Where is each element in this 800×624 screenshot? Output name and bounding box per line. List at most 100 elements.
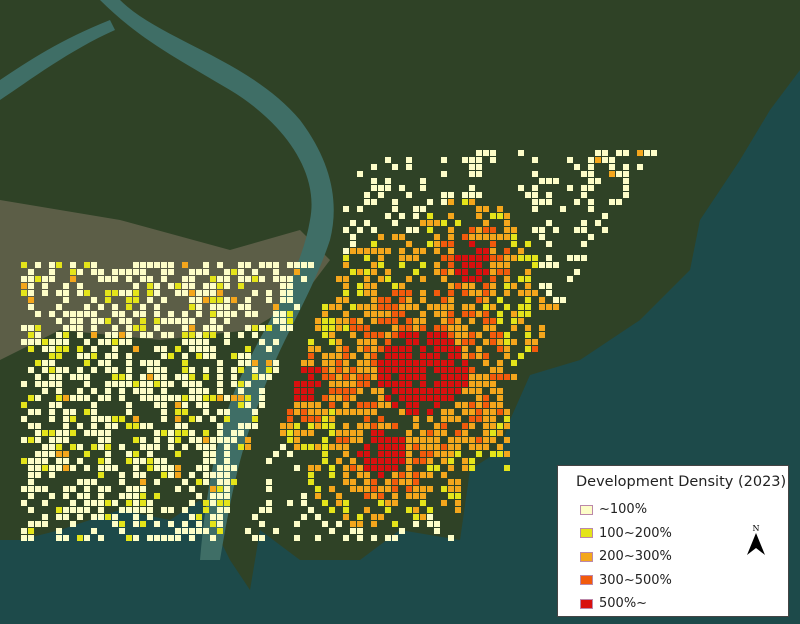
density-cell bbox=[238, 262, 244, 268]
density-cell bbox=[126, 451, 132, 457]
density-cell bbox=[434, 353, 440, 359]
density-cell bbox=[77, 493, 83, 499]
density-cell bbox=[308, 339, 314, 345]
density-cell bbox=[406, 458, 412, 464]
density-cell bbox=[378, 248, 384, 254]
density-cell bbox=[217, 430, 223, 436]
density-cell bbox=[455, 444, 461, 450]
density-cell bbox=[420, 178, 426, 184]
density-cell bbox=[252, 416, 258, 422]
density-cell bbox=[238, 444, 244, 450]
density-cell bbox=[161, 402, 167, 408]
density-cell bbox=[427, 514, 433, 520]
density-cell bbox=[329, 304, 335, 310]
density-cell bbox=[133, 500, 139, 506]
density-cell bbox=[49, 311, 55, 317]
density-cell bbox=[273, 276, 279, 282]
density-cell bbox=[140, 493, 146, 499]
density-cell bbox=[476, 164, 482, 170]
density-cell bbox=[448, 227, 454, 233]
density-cell bbox=[287, 276, 293, 282]
density-cell bbox=[441, 395, 447, 401]
density-cell bbox=[203, 451, 209, 457]
density-cell bbox=[518, 185, 524, 191]
density-cell bbox=[126, 535, 132, 541]
density-cell bbox=[371, 262, 377, 268]
density-cell bbox=[469, 402, 475, 408]
density-cell bbox=[105, 318, 111, 324]
density-cell bbox=[322, 423, 328, 429]
density-cell bbox=[350, 465, 356, 471]
density-cell bbox=[399, 444, 405, 450]
density-cell bbox=[105, 465, 111, 471]
density-cell bbox=[532, 192, 538, 198]
density-cell bbox=[420, 311, 426, 317]
density-cell bbox=[35, 381, 41, 387]
density-cell bbox=[490, 234, 496, 240]
density-cell bbox=[126, 374, 132, 380]
density-cell bbox=[434, 290, 440, 296]
density-cell bbox=[385, 535, 391, 541]
density-cell bbox=[357, 227, 363, 233]
density-cell bbox=[35, 521, 41, 527]
density-cell bbox=[196, 339, 202, 345]
density-cell bbox=[84, 507, 90, 513]
density-cell bbox=[364, 374, 370, 380]
density-cell bbox=[308, 374, 314, 380]
density-cell bbox=[364, 290, 370, 296]
density-cell bbox=[462, 437, 468, 443]
density-cell bbox=[182, 507, 188, 513]
density-cell bbox=[462, 346, 468, 352]
density-cell bbox=[56, 507, 62, 513]
density-cell bbox=[385, 185, 391, 191]
density-cell bbox=[574, 227, 580, 233]
density-cell bbox=[462, 199, 468, 205]
density-cell bbox=[371, 332, 377, 338]
density-cell bbox=[28, 535, 34, 541]
density-cell bbox=[133, 507, 139, 513]
density-cell bbox=[112, 465, 118, 471]
density-cell bbox=[413, 388, 419, 394]
density-cell bbox=[210, 318, 216, 324]
density-cell bbox=[525, 241, 531, 247]
density-cell bbox=[448, 493, 454, 499]
density-cell bbox=[56, 290, 62, 296]
density-cell bbox=[350, 528, 356, 534]
density-cell bbox=[504, 353, 510, 359]
density-cell bbox=[469, 262, 475, 268]
density-cell bbox=[441, 199, 447, 205]
density-cell bbox=[567, 157, 573, 163]
density-cell bbox=[385, 297, 391, 303]
density-cell bbox=[504, 227, 510, 233]
density-cell bbox=[490, 269, 496, 275]
density-cell bbox=[91, 311, 97, 317]
density-cell bbox=[413, 206, 419, 212]
density-cell bbox=[546, 199, 552, 205]
density-cell bbox=[336, 318, 342, 324]
density-cell bbox=[427, 521, 433, 527]
density-cell bbox=[343, 374, 349, 380]
density-cell bbox=[308, 353, 314, 359]
density-cell bbox=[189, 374, 195, 380]
density-cell bbox=[112, 353, 118, 359]
legend-item: 100~200% bbox=[580, 522, 778, 546]
density-cell bbox=[84, 465, 90, 471]
density-cell bbox=[469, 255, 475, 261]
density-cell bbox=[168, 444, 174, 450]
density-cell bbox=[329, 416, 335, 422]
density-cell bbox=[56, 332, 62, 338]
density-cell bbox=[427, 227, 433, 233]
density-cell bbox=[203, 346, 209, 352]
density-cell bbox=[441, 325, 447, 331]
density-cell bbox=[161, 395, 167, 401]
density-cell bbox=[406, 472, 412, 478]
density-cell bbox=[315, 514, 321, 520]
density-cell bbox=[21, 290, 27, 296]
density-cell bbox=[539, 304, 545, 310]
density-cell bbox=[42, 339, 48, 345]
density-cell bbox=[371, 360, 377, 366]
density-cell bbox=[413, 395, 419, 401]
density-cell bbox=[231, 479, 237, 485]
density-cell bbox=[63, 423, 69, 429]
density-cell bbox=[182, 430, 188, 436]
